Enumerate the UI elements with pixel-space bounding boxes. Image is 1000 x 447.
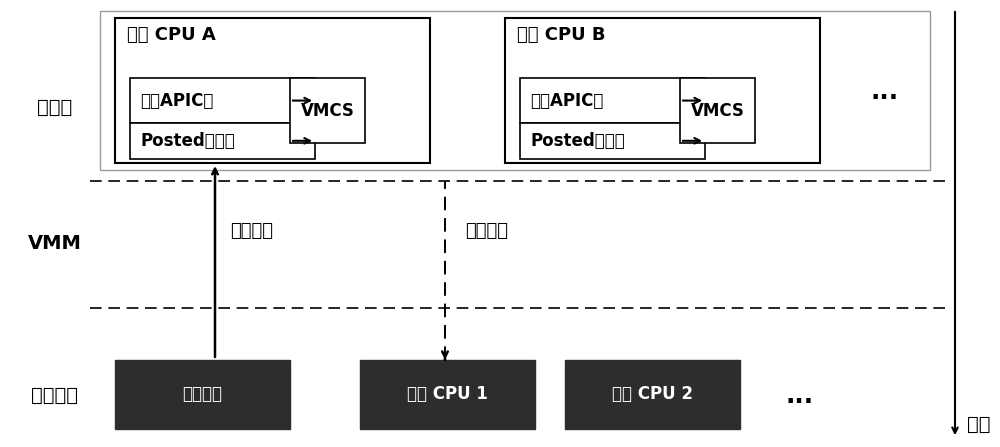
Text: Posted描述符: Posted描述符 bbox=[140, 132, 235, 150]
Bar bbox=[505, 18, 820, 163]
Bar bbox=[520, 78, 705, 123]
Text: ...: ... bbox=[786, 384, 814, 408]
Bar bbox=[130, 78, 315, 123]
Text: VMCS: VMCS bbox=[691, 101, 744, 120]
Text: 通知事件: 通知事件 bbox=[465, 222, 508, 240]
Text: 物理 CPU 1: 物理 CPU 1 bbox=[407, 385, 488, 404]
Bar bbox=[520, 123, 705, 159]
Text: 物理设备: 物理设备 bbox=[182, 385, 222, 404]
Text: VMCS: VMCS bbox=[301, 101, 354, 120]
Text: Posted描述符: Posted描述符 bbox=[530, 132, 625, 150]
Bar bbox=[290, 78, 365, 143]
Text: 虚拟 CPU A: 虚拟 CPU A bbox=[127, 26, 216, 44]
Text: 时间: 时间 bbox=[967, 414, 990, 434]
Bar bbox=[100, 11, 930, 170]
Bar bbox=[360, 360, 535, 429]
Bar bbox=[680, 78, 755, 143]
Text: 虚拟机: 虚拟机 bbox=[37, 98, 73, 117]
Bar bbox=[130, 123, 315, 159]
Text: 虚拟APIC页: 虚拟APIC页 bbox=[140, 92, 213, 110]
Bar bbox=[565, 360, 740, 429]
Text: VMM: VMM bbox=[28, 234, 82, 253]
Bar bbox=[115, 18, 430, 163]
Text: 物理设备: 物理设备 bbox=[32, 386, 78, 405]
Bar bbox=[115, 360, 290, 429]
Text: 虚拟 CPU B: 虚拟 CPU B bbox=[517, 26, 606, 44]
Text: 物理中断: 物理中断 bbox=[230, 222, 273, 240]
Text: 虚拟APIC页: 虚拟APIC页 bbox=[530, 92, 603, 110]
Text: 物理 CPU 2: 物理 CPU 2 bbox=[612, 385, 693, 404]
Text: ...: ... bbox=[871, 80, 899, 104]
